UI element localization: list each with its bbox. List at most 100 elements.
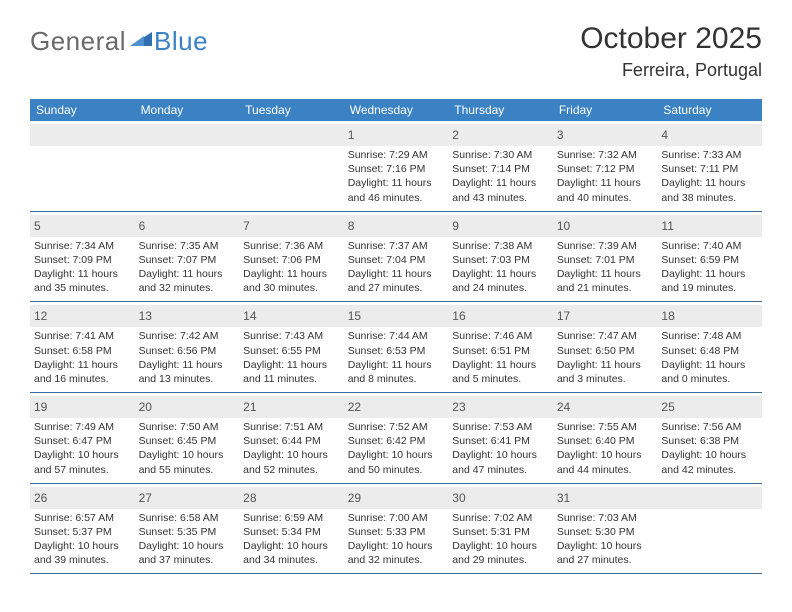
sunset-line: Sunset: 7:04 PM bbox=[348, 253, 445, 267]
day-number-row: 22 bbox=[344, 396, 449, 418]
sunrise-line: Sunrise: 6:58 AM bbox=[139, 511, 236, 525]
sunrise-line: Sunrise: 7:40 AM bbox=[661, 239, 758, 253]
day-number: 1 bbox=[348, 128, 355, 142]
day-number: 25 bbox=[661, 400, 674, 414]
day-info: Sunrise: 7:34 AMSunset: 7:09 PMDaylight:… bbox=[34, 239, 131, 296]
daylight-line: Daylight: 10 hours and 34 minutes. bbox=[243, 539, 340, 567]
day-number: 9 bbox=[452, 219, 459, 233]
day-number: 11 bbox=[661, 219, 673, 233]
day-number-row: 30 bbox=[448, 487, 553, 509]
day-number: 4 bbox=[661, 128, 668, 142]
day-number: 5 bbox=[34, 219, 41, 233]
sunrise-line: Sunrise: 7:42 AM bbox=[139, 329, 236, 343]
day-number-row: 4 bbox=[657, 124, 762, 146]
day-number-row: . bbox=[657, 487, 762, 509]
day-info: Sunrise: 7:29 AMSunset: 7:16 PMDaylight:… bbox=[348, 148, 445, 205]
daylight-line: Daylight: 11 hours and 40 minutes. bbox=[557, 176, 654, 204]
day-number: 17 bbox=[557, 309, 570, 323]
day-info: Sunrise: 7:03 AMSunset: 5:30 PMDaylight:… bbox=[557, 511, 654, 568]
sunset-line: Sunset: 7:07 PM bbox=[139, 253, 236, 267]
daylight-line: Daylight: 11 hours and 21 minutes. bbox=[557, 267, 654, 295]
day-cell: 11 Sunrise: 7:40 AMSunset: 6:59 PMDayligh… bbox=[657, 212, 762, 302]
day-info: Sunrise: 7:53 AMSunset: 6:41 PMDaylight:… bbox=[452, 420, 549, 477]
day-number-row: 21 bbox=[239, 396, 344, 418]
daylight-line: Daylight: 11 hours and 30 minutes. bbox=[243, 267, 340, 295]
weekday-header: Tuesday bbox=[239, 99, 344, 121]
day-cell: 29Sunrise: 7:00 AMSunset: 5:33 PMDayligh… bbox=[344, 484, 449, 574]
day-cell: 18Sunrise: 7:48 AMSunset: 6:48 PMDayligh… bbox=[657, 302, 762, 392]
day-number-row: 25 bbox=[657, 396, 762, 418]
sunset-line: Sunset: 5:30 PM bbox=[557, 525, 654, 539]
sunset-line: Sunset: 6:42 PM bbox=[348, 434, 445, 448]
month-title: October 2025 bbox=[580, 22, 762, 56]
day-info: Sunrise: 7:35 AMSunset: 7:07 PMDaylight:… bbox=[139, 239, 236, 296]
day-info: Sunrise: 7:33 AMSunset: 7:11 PMDaylight:… bbox=[661, 148, 758, 205]
sunset-line: Sunset: 7:03 PM bbox=[452, 253, 549, 267]
day-cell: 28Sunrise: 6:59 AMSunset: 5:34 PMDayligh… bbox=[239, 484, 344, 574]
day-number: 23 bbox=[452, 400, 465, 414]
day-info: Sunrise: 7:52 AMSunset: 6:42 PMDaylight:… bbox=[348, 420, 445, 477]
day-info: Sunrise: 7:42 AMSunset: 6:56 PMDaylight:… bbox=[139, 329, 236, 386]
day-number-row: 31 bbox=[553, 487, 658, 509]
logo-text-blue: Blue bbox=[154, 26, 208, 57]
day-cell: 15Sunrise: 7:44 AMSunset: 6:53 PMDayligh… bbox=[344, 302, 449, 392]
daylight-line: Daylight: 11 hours and 24 minutes. bbox=[452, 267, 549, 295]
sunrise-line: Sunrise: 7:37 AM bbox=[348, 239, 445, 253]
calendar: Sunday Monday Tuesday Wednesday Thursday… bbox=[30, 99, 762, 574]
daylight-line: Daylight: 11 hours and 16 minutes. bbox=[34, 358, 131, 386]
daylight-line: Daylight: 11 hours and 3 minutes. bbox=[557, 358, 654, 386]
sunset-line: Sunset: 7:09 PM bbox=[34, 253, 131, 267]
daylight-line: Daylight: 10 hours and 29 minutes. bbox=[452, 539, 549, 567]
sunrise-line: Sunrise: 6:59 AM bbox=[243, 511, 340, 525]
day-cell: 20 Sunrise: 7:50 AMSunset: 6:45 PMDayligh… bbox=[135, 393, 240, 483]
day-number: 3 bbox=[557, 128, 564, 142]
day-number: 26 bbox=[34, 491, 47, 505]
day-number-row: 23 bbox=[448, 396, 553, 418]
daylight-line: Daylight: 11 hours and 5 minutes. bbox=[452, 358, 549, 386]
day-number-row: . bbox=[239, 124, 344, 146]
sunrise-line: Sunrise: 7:47 AM bbox=[557, 329, 654, 343]
day-number-row: 27 bbox=[135, 487, 240, 509]
sunset-line: Sunset: 5:31 PM bbox=[452, 525, 549, 539]
day-info: Sunrise: 7:40 AMSunset: 6:59 PMDaylight:… bbox=[661, 239, 758, 296]
day-number: 12 bbox=[34, 309, 47, 323]
day-info: Sunrise: 7:55 AMSunset: 6:40 PMDaylight:… bbox=[557, 420, 654, 477]
daylight-line: Daylight: 10 hours and 42 minutes. bbox=[661, 448, 758, 476]
day-number-row: 26 bbox=[30, 487, 135, 509]
day-cell: 26 Sunrise: 6:57 AMSunset: 5:37 PMDayligh… bbox=[30, 484, 135, 574]
daylight-line: Daylight: 11 hours and 38 minutes. bbox=[661, 176, 758, 204]
header: General Blue October 2025 Ferreira, Port… bbox=[30, 22, 762, 81]
day-info: Sunrise: 7:56 AMSunset: 6:38 PMDaylight:… bbox=[661, 420, 758, 477]
location: Ferreira, Portugal bbox=[580, 60, 762, 81]
day-info: Sunrise: 7:50 AMSunset: 6:45 PMDaylight:… bbox=[139, 420, 236, 477]
day-number: 20 bbox=[139, 400, 152, 414]
day-number-row: 14 bbox=[239, 305, 344, 327]
daylight-line: Daylight: 10 hours and 32 minutes. bbox=[348, 539, 445, 567]
day-number: 6 bbox=[139, 219, 146, 233]
day-number: 14 bbox=[243, 309, 256, 323]
day-cell: 10Sunrise: 7:39 AMSunset: 7:01 PMDayligh… bbox=[553, 212, 658, 302]
day-info: Sunrise: 7:41 AMSunset: 6:58 PMDaylight:… bbox=[34, 329, 131, 386]
logo-triangle-icon bbox=[130, 28, 152, 46]
day-number-row: 28 bbox=[239, 487, 344, 509]
daylight-line: Daylight: 11 hours and 43 minutes. bbox=[452, 176, 549, 204]
day-number-row: 24 bbox=[553, 396, 658, 418]
day-cell: 23 Sunrise: 7:53 AMSunset: 6:41 PMDayligh… bbox=[448, 393, 553, 483]
daylight-line: Daylight: 11 hours and 35 minutes. bbox=[34, 267, 131, 295]
day-number: 7 bbox=[243, 219, 250, 233]
day-cell: 25 Sunrise: 7:56 AMSunset: 6:38 PMDayligh… bbox=[657, 393, 762, 483]
day-cell: 17Sunrise: 7:47 AMSunset: 6:50 PMDayligh… bbox=[553, 302, 658, 392]
daylight-line: Daylight: 11 hours and 46 minutes. bbox=[348, 176, 445, 204]
weekday-header: Saturday bbox=[657, 99, 762, 121]
sunrise-line: Sunrise: 7:52 AM bbox=[348, 420, 445, 434]
sunset-line: Sunset: 7:11 PM bbox=[661, 162, 758, 176]
day-cell: 31Sunrise: 7:03 AMSunset: 5:30 PMDayligh… bbox=[553, 484, 658, 574]
sunset-line: Sunset: 6:58 PM bbox=[34, 344, 131, 358]
sunset-line: Sunset: 5:37 PM bbox=[34, 525, 131, 539]
day-number-row: 13 bbox=[135, 305, 240, 327]
sunset-line: Sunset: 6:55 PM bbox=[243, 344, 340, 358]
sunrise-line: Sunrise: 7:41 AM bbox=[34, 329, 131, 343]
day-info: Sunrise: 6:57 AMSunset: 5:37 PMDaylight:… bbox=[34, 511, 131, 568]
day-cell: 6 Sunrise: 7:35 AMSunset: 7:07 PMDaylight… bbox=[135, 212, 240, 302]
sunset-line: Sunset: 6:40 PM bbox=[557, 434, 654, 448]
